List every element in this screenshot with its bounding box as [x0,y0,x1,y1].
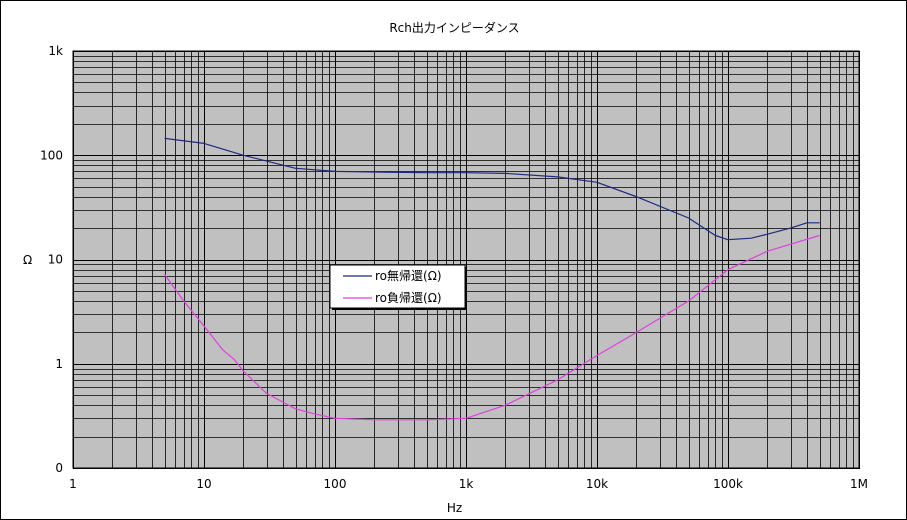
legend: ro無帰還(Ω) ro負帰還(Ω) [329,264,467,310]
grid-major [73,51,860,469]
x-tick-label: 1 [69,477,77,491]
y-tick-label: 0 [55,461,63,475]
legend-box [329,264,466,309]
x-tick-labels: 1 10 100 1k 10k 100k 1M [69,477,868,491]
x-tick-label: 10k [586,477,608,491]
series-layer [164,137,820,421]
x-tick-label: 100k [713,477,743,491]
series-line-1 [164,137,820,241]
x-axis-label: Hz [446,501,463,515]
series-line-2 [164,234,820,421]
y-tick-label: 1 [55,357,63,371]
chart-title: Rch出力インピーダンス [389,21,520,35]
x-tick-label: 1k [459,477,474,491]
x-tick-label: 100 [324,477,347,491]
x-tick-label: 10 [196,477,211,491]
plot-border [73,51,860,469]
y-tick-label: 100 [40,148,63,162]
y-axis-label: Ω [23,253,33,267]
y-tick-label: 10 [48,253,63,267]
y-tick-labels: 0 1 10 100 1k [40,44,63,475]
legend-label-2: ro負帰還(Ω) [375,291,442,305]
legend-label-1: ro無帰還(Ω) [375,268,442,283]
x-tick-label: 1M [850,477,868,491]
y-tick-label: 1k [48,44,63,58]
